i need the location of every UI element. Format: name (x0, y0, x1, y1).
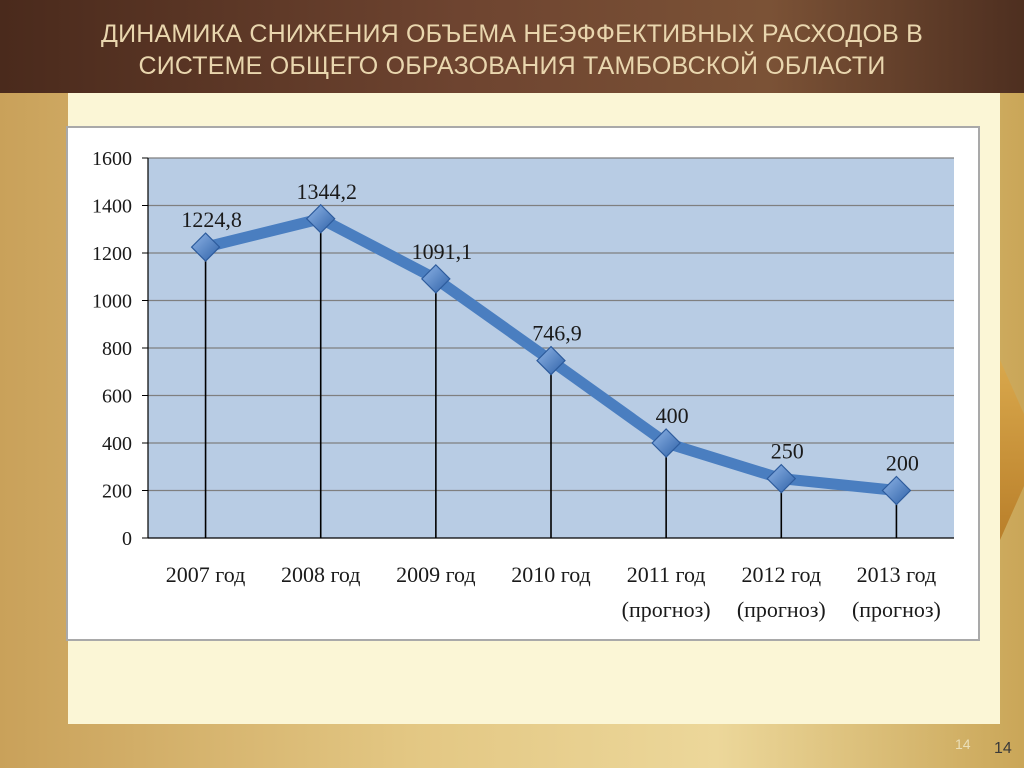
data-label: 400 (656, 403, 689, 428)
y-tick-label: 1400 (92, 196, 132, 218)
y-tick-label: 1000 (92, 291, 132, 313)
title-line-2: СИСТЕМЕ ОБЩЕГО ОБРАЗОВАНИЯ ТАМБОВСКОЙ ОБ… (138, 52, 886, 80)
x-category-label: 2013 год (857, 562, 937, 587)
x-category-label: (прогноз) (622, 597, 711, 622)
title-bar: ДИНАМИКА СНИЖЕНИЯ ОБЪЕМА НЕЭФФЕКТИВНЫХ Р… (0, 0, 1024, 93)
line-chart: 0 200 400 600 800 1000 1200 1400 1600 1224,8 1344… (92, 148, 954, 622)
data-label: 1091,1 (412, 239, 473, 264)
data-marker (881, 475, 912, 506)
y-tick-label: 200 (102, 481, 132, 503)
data-marker (421, 264, 451, 294)
title-line-1: ДИНАМИКА СНИЖЕНИЯ ОБЪЕМА НЕЭФФЕКТИВНЫХ Р… (100, 20, 924, 48)
page-number: 14 (994, 740, 1012, 757)
x-category-label: 2009 год (396, 562, 476, 587)
data-marker (766, 463, 797, 494)
drop-lines (204, 218, 898, 538)
data-labels: 1224,8 1344,2 1091,1 746,9 400 250 200 (181, 179, 919, 476)
data-marker (305, 203, 336, 234)
slide-title: ДИНАМИКА СНИЖЕНИЯ ОБЪЕМА НЕЭФФЕКТИВНЫХ Р… (40, 18, 984, 82)
y-tick-label: 600 (102, 386, 132, 408)
data-label: 1224,8 (181, 207, 242, 232)
x-category-label: (прогноз) (737, 597, 826, 622)
data-label: 1344,2 (296, 179, 357, 204)
data-marker (651, 428, 681, 458)
y-tick-label: 800 (102, 338, 132, 360)
data-marker (190, 232, 221, 262)
y-axis-tick-labels: 0 200 400 600 800 1000 1200 1400 1600 (92, 148, 132, 550)
x-axis-category-labels: 2007 год 2008 год 2009 год 2010 год 2011 год… (166, 562, 941, 622)
x-category-label: 2010 год (511, 562, 591, 587)
chart-frame: 0 200 400 600 800 1000 1200 1400 1600 1224,8 1344… (66, 126, 980, 641)
data-label: 746,9 (532, 321, 582, 346)
data-label: 250 (771, 439, 804, 464)
decorative-accent (1000, 360, 1024, 540)
x-category-label: 2012 год (742, 562, 822, 587)
y-tick-label: 0 (122, 528, 132, 550)
x-category-label: 2011 год (627, 562, 706, 587)
y-tick-label: 400 (102, 433, 132, 455)
x-category-label: 2008 год (281, 562, 361, 587)
axes (147, 158, 954, 539)
page-number-faint: 14 (955, 736, 971, 752)
data-label: 200 (886, 451, 919, 476)
series-markers (190, 203, 912, 506)
y-tick-label: 1200 (92, 243, 132, 265)
data-marker (536, 345, 566, 376)
x-category-label: (прогноз) (852, 597, 941, 622)
y-tick-label: 1600 (92, 148, 132, 170)
x-category-label: 2007 год (166, 562, 246, 587)
